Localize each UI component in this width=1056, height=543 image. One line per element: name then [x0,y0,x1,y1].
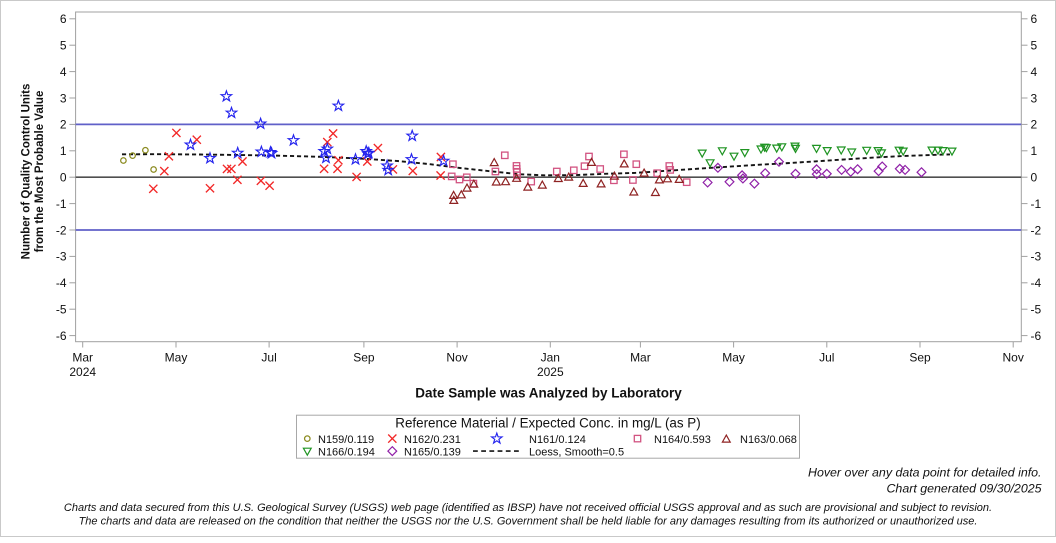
svg-text:-6: -6 [56,329,67,343]
svg-text:1: 1 [60,144,67,158]
svg-text:2025: 2025 [537,365,564,379]
svg-text:4: 4 [1031,65,1038,79]
svg-text:from the Most Probable Value: from the Most Probable Value [34,91,46,253]
svg-text:Jul: Jul [261,351,276,365]
svg-text:N162/0.231: N162/0.231 [404,434,461,446]
svg-text:2: 2 [1031,118,1038,132]
svg-text:2024: 2024 [69,365,96,379]
svg-text:4: 4 [60,65,67,79]
svg-text:Jul: Jul [819,351,834,365]
svg-text:The charts and data are releas: The charts and data are released on the … [79,516,978,528]
svg-text:Mar: Mar [630,351,651,365]
svg-text:Nov: Nov [446,351,467,365]
svg-text:N165/0.139: N165/0.139 [404,446,461,458]
svg-text:-3: -3 [1031,250,1042,264]
svg-text:Sep: Sep [353,351,375,365]
svg-text:Reference Material / Expected: Reference Material / Expected Conc. in m… [395,415,700,430]
svg-text:N161/0.124: N161/0.124 [529,434,586,446]
svg-text:-4: -4 [1031,276,1042,290]
svg-text:-5: -5 [1031,303,1042,317]
svg-text:2: 2 [60,118,67,132]
svg-text:-4: -4 [56,276,67,290]
svg-text:-1: -1 [1031,197,1042,211]
svg-text:N166/0.194: N166/0.194 [318,446,375,458]
svg-text:-2: -2 [1031,223,1042,237]
svg-text:-2: -2 [56,223,67,237]
svg-text:1: 1 [1031,144,1038,158]
svg-text:-1: -1 [56,197,67,211]
svg-text:Charts and data secured from t: Charts and data secured from this U.S. G… [64,502,992,514]
svg-text:Date Sample was Analyzed by La: Date Sample was Analyzed by Laboratory [415,386,682,401]
svg-text:Jan: Jan [541,351,560,365]
svg-text:5: 5 [1031,39,1038,53]
svg-text:0: 0 [60,171,67,185]
svg-text:-5: -5 [56,303,67,317]
svg-text:Sep: Sep [909,351,931,365]
svg-text:-6: -6 [1031,329,1042,343]
svg-text:Nov: Nov [1003,351,1024,365]
svg-text:5: 5 [60,39,67,53]
svg-text:6: 6 [60,12,67,26]
svg-text:Mar: Mar [72,351,93,365]
svg-text:May: May [165,351,188,365]
svg-text:6: 6 [1031,12,1038,26]
svg-text:0: 0 [1031,171,1038,185]
svg-text:N164/0.593: N164/0.593 [654,434,711,446]
svg-text:Loess, Smooth=0.5: Loess, Smooth=0.5 [529,446,624,458]
svg-text:Hover over any data point for: Hover over any data point for detailed i… [808,465,1042,479]
svg-text:Number of Quality Control Unit: Number of Quality Control Units [21,84,33,260]
svg-text:N159/0.119: N159/0.119 [318,434,374,446]
svg-text:May: May [722,351,745,365]
svg-text:N163/0.068: N163/0.068 [740,434,797,446]
svg-text:3: 3 [60,91,67,105]
svg-text:Chart generated 09/30/2025: Chart generated 09/30/2025 [886,481,1041,495]
svg-text:3: 3 [1031,91,1038,105]
svg-text:-3: -3 [56,250,67,264]
